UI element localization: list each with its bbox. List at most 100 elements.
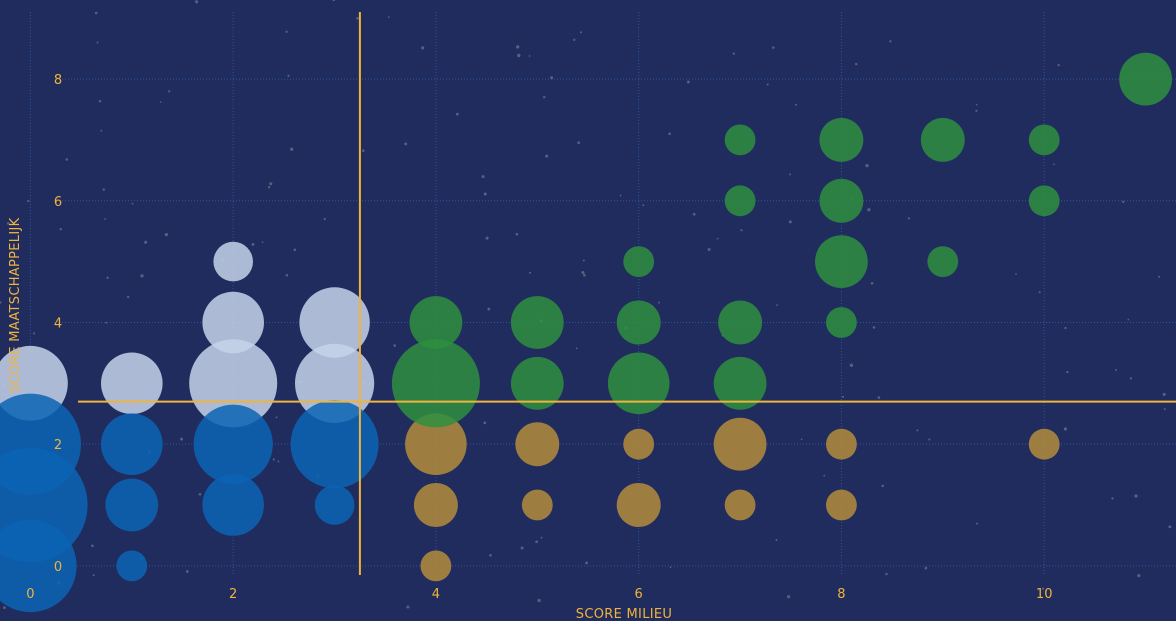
bubble xyxy=(927,246,959,277)
star-dot xyxy=(269,182,273,186)
star-dot xyxy=(1053,163,1055,166)
bubble xyxy=(616,300,661,345)
star-dot xyxy=(1114,368,1117,371)
star-dot xyxy=(1168,525,1172,529)
star-dot xyxy=(1122,200,1125,203)
x-tick-label: 2 xyxy=(229,587,237,602)
star-dot xyxy=(356,16,359,20)
bubble xyxy=(299,287,370,358)
star-dot xyxy=(287,74,290,77)
y-axis-title: SCORE MAATSCHAPPELIJK xyxy=(8,217,23,392)
bubble xyxy=(105,478,159,532)
star-dot xyxy=(619,194,622,197)
star-dot xyxy=(96,41,99,44)
star-dot xyxy=(668,132,671,136)
bubble xyxy=(826,307,857,338)
star-dot xyxy=(585,561,589,565)
star-dot xyxy=(528,55,531,57)
bubble xyxy=(116,550,148,582)
bubble xyxy=(1028,185,1060,217)
bubble xyxy=(409,296,463,349)
bubble xyxy=(718,300,763,345)
star-dot xyxy=(180,437,184,441)
star-dot xyxy=(924,566,928,570)
bubble xyxy=(1028,124,1060,156)
star-dot xyxy=(1038,291,1041,294)
star-dot xyxy=(267,186,271,189)
star-dot xyxy=(277,460,280,463)
star-dot xyxy=(406,605,410,609)
star-dot xyxy=(1129,377,1132,380)
star-dot xyxy=(421,46,425,50)
bubble xyxy=(0,519,77,613)
bubble xyxy=(616,483,661,527)
bubble xyxy=(193,404,273,484)
star-dot xyxy=(1041,587,1045,590)
star-dot xyxy=(92,574,95,577)
star-dot xyxy=(404,142,408,146)
bubbles xyxy=(0,52,1172,613)
star-dot xyxy=(0,301,2,304)
star-dot xyxy=(692,212,696,216)
star-dot xyxy=(517,53,521,58)
star-dot xyxy=(275,416,278,419)
star-dot xyxy=(483,192,487,196)
star-dot xyxy=(740,229,743,232)
star-dot xyxy=(1066,370,1069,374)
bubble xyxy=(405,413,467,476)
star-dot xyxy=(771,46,775,49)
star-dot xyxy=(975,109,978,112)
star-dot xyxy=(1015,273,1017,275)
star-dot xyxy=(732,52,735,55)
star-dot xyxy=(483,421,487,425)
star-dot xyxy=(293,248,297,251)
star-dot xyxy=(6,222,10,225)
star-dot xyxy=(131,202,134,205)
star-dot xyxy=(159,101,162,103)
star-dot xyxy=(285,273,289,277)
star-dot xyxy=(362,149,365,152)
star-dot xyxy=(885,572,888,576)
bubble xyxy=(724,124,756,156)
star-dot xyxy=(290,147,294,151)
star-dot xyxy=(198,492,202,496)
star-dot xyxy=(1064,326,1067,330)
star-dot xyxy=(27,199,30,203)
star-dot xyxy=(105,321,108,324)
star-dot xyxy=(106,276,109,279)
star-dot xyxy=(102,188,105,191)
bubble xyxy=(724,489,756,521)
star-dot xyxy=(716,237,719,240)
star-dot xyxy=(1158,275,1161,278)
star-dot xyxy=(1127,318,1130,321)
star-dot xyxy=(91,544,94,548)
star-dot xyxy=(261,241,264,244)
star-dot xyxy=(907,217,911,220)
star-dot xyxy=(707,248,711,251)
star-dot xyxy=(550,76,554,80)
star-dot xyxy=(775,538,778,542)
tick-labels: 0 2 4 6 8 10 0 2 4 6 8 xyxy=(26,73,1052,602)
star-dot xyxy=(540,536,543,539)
star-dot xyxy=(33,332,36,335)
star-dot xyxy=(545,154,549,158)
star-dot xyxy=(516,45,520,49)
star-dot xyxy=(573,38,576,41)
star-dot xyxy=(889,40,892,43)
star-dot xyxy=(975,103,978,106)
y-tick-label: 0 xyxy=(54,560,62,575)
bubble xyxy=(826,489,857,521)
star-dot xyxy=(537,598,541,603)
bubble xyxy=(1028,428,1060,460)
bubble xyxy=(819,178,864,223)
y-tick-label: 4 xyxy=(54,316,62,331)
bubble xyxy=(314,485,355,525)
star-dot xyxy=(3,606,6,609)
star-dot xyxy=(800,438,803,441)
star-dot xyxy=(168,90,171,93)
star-dot xyxy=(766,83,769,86)
bubble xyxy=(290,400,379,489)
star-dot xyxy=(1057,63,1060,67)
star-dot xyxy=(164,232,169,237)
